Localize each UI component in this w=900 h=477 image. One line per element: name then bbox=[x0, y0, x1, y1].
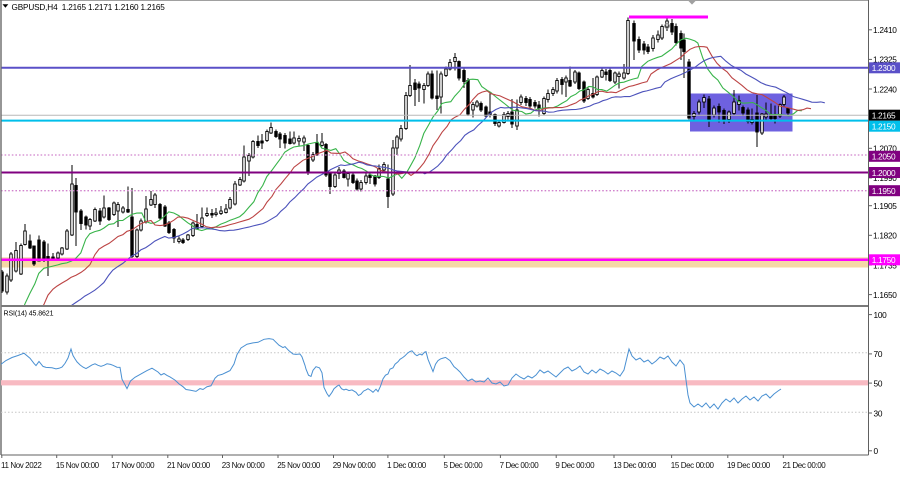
svg-text:9 Dec 00:00: 9 Dec 00:00 bbox=[555, 461, 595, 470]
svg-text:1.1750: 1.1750 bbox=[872, 255, 896, 265]
svg-text:13 Dec 00:00: 13 Dec 00:00 bbox=[613, 461, 657, 470]
svg-text:1.2165: 1.2165 bbox=[872, 111, 896, 121]
svg-text:50: 50 bbox=[874, 378, 883, 388]
svg-text:5 Dec 00:00: 5 Dec 00:00 bbox=[444, 461, 484, 470]
svg-text:1.2050: 1.2050 bbox=[872, 152, 896, 162]
svg-text:1.2325: 1.2325 bbox=[873, 55, 897, 65]
svg-text:100: 100 bbox=[874, 310, 888, 320]
svg-text:1.1650: 1.1650 bbox=[873, 290, 897, 300]
svg-text:RSI(14) 45.8621: RSI(14) 45.8621 bbox=[4, 311, 54, 318]
svg-text:21 Dec 00:00: 21 Dec 00:00 bbox=[783, 461, 827, 470]
svg-text:70: 70 bbox=[874, 349, 883, 359]
svg-text:1 Dec 00:00: 1 Dec 00:00 bbox=[387, 461, 427, 470]
svg-text:11 Nov 2022: 11 Nov 2022 bbox=[1, 461, 42, 470]
svg-text:25 Nov 00:00: 25 Nov 00:00 bbox=[277, 461, 321, 470]
svg-text:GBPUSD,H4 1.2165 1.2171 1.216: GBPUSD,H4 1.2165 1.2171 1.2160 1.2165 bbox=[12, 3, 166, 12]
svg-text:30: 30 bbox=[874, 408, 883, 418]
svg-text:1.2000: 1.2000 bbox=[872, 168, 896, 178]
svg-text:23 Nov 00:00: 23 Nov 00:00 bbox=[222, 461, 266, 470]
svg-text:29 Nov 00:00: 29 Nov 00:00 bbox=[333, 461, 377, 470]
svg-text:1.2070: 1.2070 bbox=[873, 144, 897, 154]
svg-text:1.2150: 1.2150 bbox=[872, 122, 896, 132]
svg-text:1.1950: 1.1950 bbox=[872, 186, 896, 196]
svg-text:1.2410: 1.2410 bbox=[873, 25, 897, 35]
svg-text:15 Nov 00:00: 15 Nov 00:00 bbox=[56, 461, 100, 470]
svg-text:21 Nov 00:00: 21 Nov 00:00 bbox=[167, 461, 211, 470]
svg-text:7 Dec 00:00: 7 Dec 00:00 bbox=[500, 461, 540, 470]
svg-text:1.1905: 1.1905 bbox=[873, 201, 897, 211]
svg-text:19 Dec 00:00: 19 Dec 00:00 bbox=[727, 461, 771, 470]
svg-text:15 Dec 00:00: 15 Dec 00:00 bbox=[671, 461, 715, 470]
svg-text:17 Nov 00:00: 17 Nov 00:00 bbox=[111, 461, 155, 470]
svg-text:1.2300: 1.2300 bbox=[872, 63, 896, 73]
svg-text:1.1990: 1.1990 bbox=[873, 173, 897, 183]
svg-text:1.1820: 1.1820 bbox=[873, 231, 897, 241]
svg-text:0: 0 bbox=[874, 446, 879, 456]
svg-text:1.2240: 1.2240 bbox=[873, 84, 897, 94]
